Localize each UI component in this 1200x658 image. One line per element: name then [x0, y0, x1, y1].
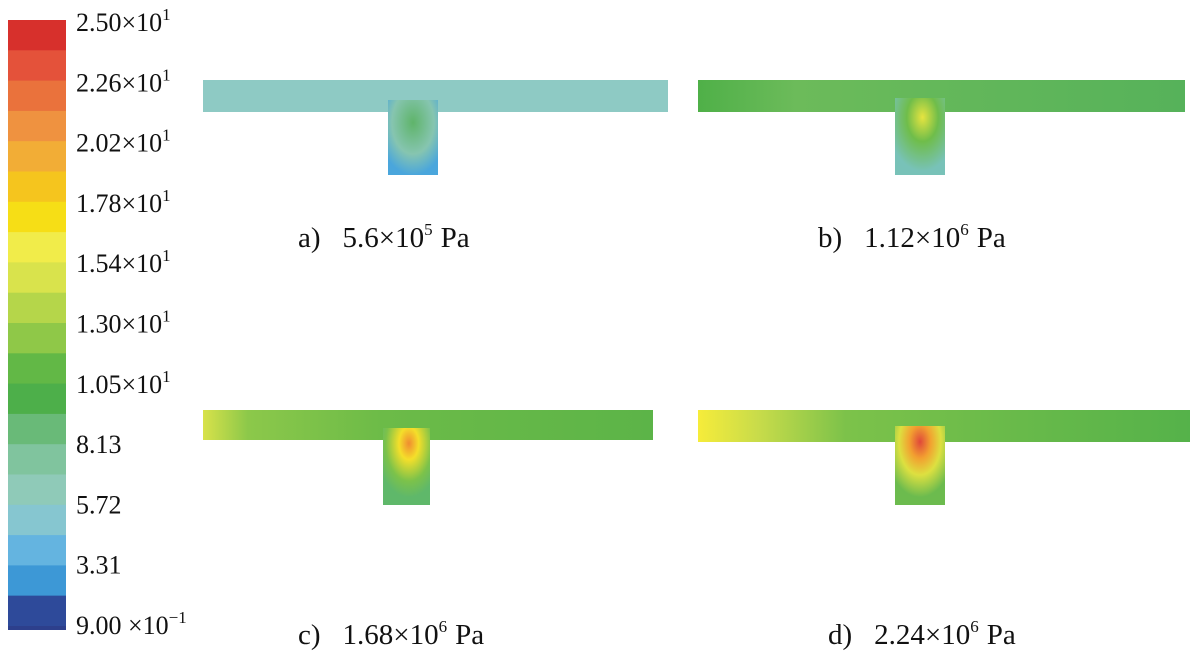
label-exponent: −1 [169, 608, 187, 627]
label-base: 2.02×10 [76, 129, 162, 158]
label-base: 2.26×10 [76, 68, 162, 97]
colorbar-swatch [8, 110, 66, 142]
label-base: 5.72 [76, 490, 122, 519]
colorbar-swatch [8, 50, 66, 82]
colorbar [8, 20, 66, 630]
colorbar-label: 5.72 [76, 490, 122, 519]
label-base: 8.13 [76, 430, 122, 459]
colorbar-swatch [8, 626, 66, 630]
colorbar-swatch [8, 413, 66, 445]
colorbar-swatch [8, 535, 66, 566]
label-base: 9.00 ×10 [76, 611, 169, 640]
label-base: 1.30×10 [76, 310, 162, 339]
contour-a [203, 80, 668, 175]
label-exponent: 1 [162, 367, 171, 386]
panel-caption: d) 2.24×106 Pa [828, 617, 1016, 651]
caption-base: 1.12×10 [864, 222, 960, 254]
colorbar-swatch [8, 504, 66, 536]
caption-unit: Pa [455, 619, 484, 651]
label-exponent: 1 [162, 5, 171, 24]
colorbar-label: 2.50×101 [76, 5, 171, 37]
colorbar-swatch [8, 171, 66, 203]
colorbar-swatch [8, 565, 66, 597]
contour-d [698, 410, 1190, 505]
panel-caption: a) 5.6×105 Pa [298, 220, 470, 254]
colorbar-label: 1.54×101 [76, 246, 171, 278]
label-base: 2.50×10 [76, 8, 162, 37]
panel-caption: b) 1.12×106 Pa [818, 220, 1006, 254]
colorbar-swatch [8, 141, 66, 172]
colorbar-swatch [8, 201, 66, 233]
colorbar-swatch [8, 80, 66, 112]
contour-c [203, 410, 653, 505]
label-base: 1.78×10 [76, 189, 162, 218]
colorbar-label: 9.00 ×10−1 [76, 608, 187, 640]
caption-letter: d) [828, 619, 852, 651]
caption-exponent: 6 [960, 220, 969, 239]
colorbar-label: 3.31 [76, 551, 122, 580]
label-exponent: 1 [162, 307, 171, 326]
label-exponent: 1 [162, 126, 171, 145]
label-exponent: 1 [162, 65, 171, 84]
colorbar-swatch [8, 20, 66, 51]
colorbar-swatch [8, 444, 66, 475]
label-base: 1.54×10 [76, 249, 162, 278]
caption-unit: Pa [987, 619, 1016, 651]
colorbar-label: 2.26×101 [76, 65, 171, 97]
colorbar-label: 1.78×101 [76, 186, 171, 218]
caption-base: 2.24×10 [874, 619, 970, 651]
label-exponent: 1 [162, 186, 171, 205]
colorbar-swatch [8, 353, 66, 385]
caption-letter: c) [298, 619, 321, 651]
colorbar-swatch [8, 474, 66, 506]
caption-base: 1.68×10 [343, 619, 439, 651]
caption-letter: a) [298, 222, 321, 254]
colorbar-swatch [8, 383, 66, 415]
colorbar-swatch [8, 262, 66, 294]
colorbar-swatch [8, 595, 66, 626]
caption-exponent: 6 [439, 617, 448, 636]
colorbar-label: 1.30×101 [76, 307, 171, 339]
colorbar-label: 8.13 [76, 430, 122, 459]
colorbar-label: 2.02×101 [76, 126, 171, 158]
panel-caption: c) 1.68×106 Pa [298, 617, 484, 651]
colorbar-swatch [8, 323, 66, 354]
colorbar-label: 1.05×101 [76, 367, 171, 399]
colorbar-swatch [8, 232, 66, 263]
caption-letter: b) [818, 222, 842, 254]
caption-unit: Pa [977, 222, 1006, 254]
contour-b [698, 80, 1185, 175]
caption-exponent: 5 [424, 220, 433, 239]
caption-exponent: 6 [970, 617, 979, 636]
label-base: 1.05×10 [76, 370, 162, 399]
caption-unit: Pa [441, 222, 470, 254]
caption-base: 5.6×10 [343, 222, 425, 254]
colorbar-swatch [8, 292, 66, 324]
label-exponent: 1 [162, 246, 171, 265]
label-base: 3.31 [76, 551, 122, 580]
